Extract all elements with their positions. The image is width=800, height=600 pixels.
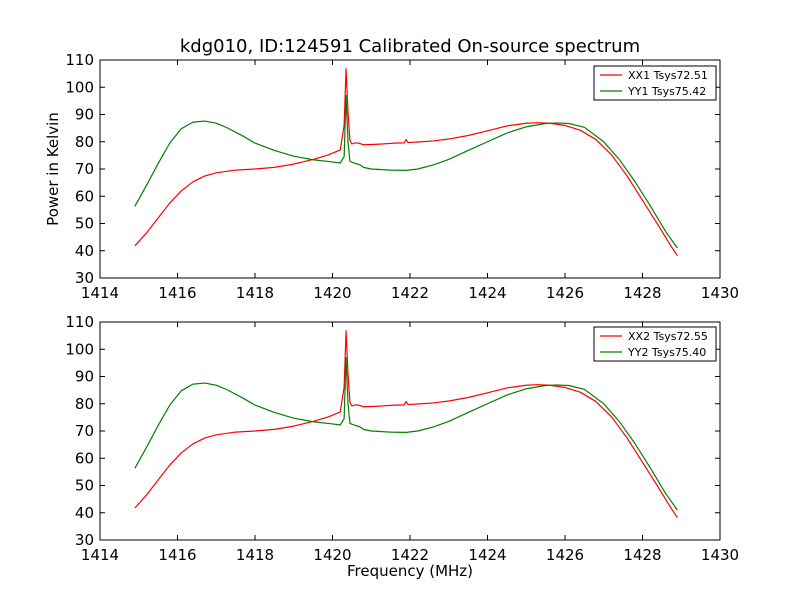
x-tick-label: 1430 (701, 284, 739, 302)
x-tick-label: 1420 (313, 546, 351, 564)
y-tick-label: 60 (75, 449, 94, 467)
series-line-1 (134, 330, 678, 518)
x-tick-label: 1428 (623, 284, 661, 302)
y-tick-label: 70 (75, 422, 94, 440)
y-tick-label: 90 (75, 368, 94, 386)
x-tick-label: 1414 (81, 546, 119, 564)
y-tick-label: 50 (75, 477, 94, 495)
x-tick-label: 1422 (391, 284, 429, 302)
y-tick-label: 40 (75, 242, 94, 260)
y-tick-label: 60 (75, 187, 94, 205)
y-tick-label: 110 (65, 313, 94, 331)
legend-box (593, 65, 717, 101)
x-tick-label: 1424 (468, 546, 506, 564)
x-axis-label: Frequency (MHz) (347, 562, 473, 580)
y-tick-label: 40 (75, 504, 94, 522)
x-tick-label: 1428 (623, 546, 661, 564)
legend-box (593, 326, 717, 362)
x-tick-label: 1418 (236, 284, 274, 302)
y-tick-label: 110 (65, 51, 94, 69)
figure-title: kdg010, ID:124591 Calibrated On-source s… (180, 36, 640, 57)
legend-label: XX2 Tsys72.55 (628, 330, 708, 343)
x-tick-label: 1416 (158, 284, 196, 302)
y-tick-label: 70 (75, 160, 94, 178)
y-tick-label: 90 (75, 106, 94, 124)
legend-label: YY1 Tsys75.42 (627, 85, 706, 98)
series-line-2 (134, 94, 678, 249)
series-line-1 (134, 68, 678, 256)
y-tick-label: 100 (65, 340, 94, 358)
legend-label: XX1 Tsys72.51 (628, 69, 708, 82)
x-tick-label: 1420 (313, 284, 351, 302)
y-tick-label: 80 (75, 133, 94, 151)
x-tick-label: 1418 (236, 546, 274, 564)
y-tick-label: 30 (75, 531, 94, 549)
x-tick-label: 1426 (546, 284, 584, 302)
legend-label: YY2 Tsys75.40 (627, 346, 706, 359)
panel-bottom: 1414 1416 1418 1420 1422 1424 1426 1428 1430 30 40… (65, 313, 739, 580)
y-axis-label: Power in Kelvin (44, 112, 62, 226)
x-tick-label: 1422 (391, 546, 429, 564)
panel-top: 1414 1416 1418 1420 1422 1424 1426 1428 1430 30 40… (44, 51, 739, 302)
x-tick-label: 1430 (701, 546, 739, 564)
y-tick-label: 80 (75, 395, 94, 413)
x-tick-label: 1424 (468, 284, 506, 302)
x-tick-label: 1414 (81, 284, 119, 302)
series-line-2 (134, 356, 678, 511)
x-tick-label: 1416 (158, 546, 196, 564)
y-tick-label: 50 (75, 215, 94, 233)
y-tick-label: 100 (65, 78, 94, 96)
y-tick-label: 30 (75, 269, 94, 287)
x-tick-label: 1426 (546, 546, 584, 564)
